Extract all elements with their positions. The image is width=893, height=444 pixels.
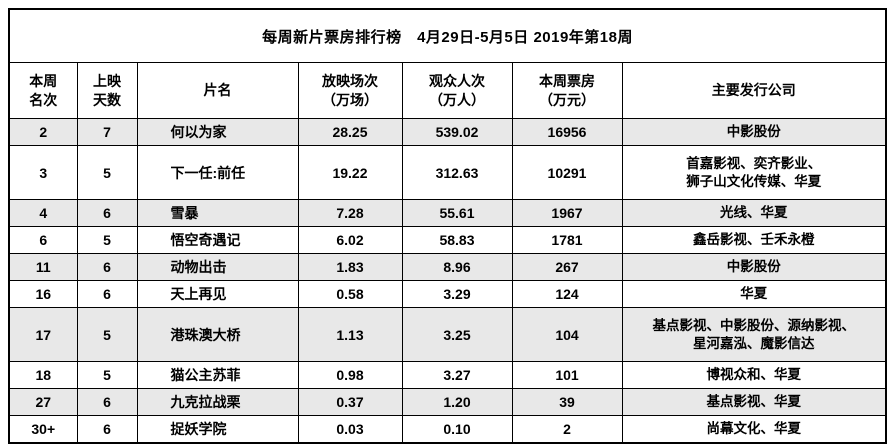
col-header-rank: 本周 名次 — [8, 62, 78, 119]
distributors-cell: 光线、华夏 — [621, 199, 887, 227]
table-row: 4 6 雪暴 7.28 55.61 1967 光线、华夏 — [8, 199, 887, 227]
boxoffice-cell: 16956 — [511, 118, 623, 146]
table-row: 30+ 6 捉妖学院 0.03 0.10 2 尚幕文化、华夏 — [8, 415, 887, 443]
col-header-film: 片名 — [136, 62, 299, 119]
screenings-cell: 0.98 — [297, 361, 403, 389]
col-header-distributors: 主要发行公司 — [621, 62, 887, 119]
audience-cell: 8.96 — [401, 253, 513, 281]
film-name-cell: 何以为家 — [136, 118, 299, 146]
film-name-cell: 捉妖学院 — [136, 415, 299, 443]
rank-cell: 27 — [8, 388, 78, 416]
boxoffice-cell: 10291 — [511, 145, 623, 200]
audience-cell: 1.20 — [401, 388, 513, 416]
film-name-cell: 下一任:前任 — [136, 145, 299, 200]
table-title: 每周新片票房排行榜 4月29日-5月5日 2019年第18周 — [8, 8, 887, 63]
film-name-cell: 雪暴 — [136, 199, 299, 227]
screenings-cell: 0.58 — [297, 280, 403, 308]
audience-cell: 539.02 — [401, 118, 513, 146]
boxoffice-cell: 124 — [511, 280, 623, 308]
film-name-cell: 九克拉战栗 — [136, 388, 299, 416]
title-row: 每周新片票房排行榜 4月29日-5月5日 2019年第18周 — [8, 8, 887, 63]
audience-cell: 312.63 — [401, 145, 513, 200]
distributors-cell: 基点影视、华夏 — [621, 388, 887, 416]
film-name-cell: 猫公主苏菲 — [136, 361, 299, 389]
days-cell: 6 — [76, 253, 138, 281]
table-row: 16 6 天上再见 0.58 3.29 124 华夏 — [8, 280, 887, 308]
rank-cell: 4 — [8, 199, 78, 227]
table-row: 3 5 下一任:前任 19.22 312.63 10291 首嘉影视、奕齐影业、 狮子山文化… — [8, 145, 887, 200]
screenings-cell: 1.83 — [297, 253, 403, 281]
screenings-cell: 6.02 — [297, 226, 403, 254]
film-name-cell: 天上再见 — [136, 280, 299, 308]
boxoffice-cell: 267 — [511, 253, 623, 281]
table-row: 11 6 动物出击 1.83 8.96 267 中影股份 — [8, 253, 887, 281]
screenings-cell: 7.28 — [297, 199, 403, 227]
film-name-cell: 动物出击 — [136, 253, 299, 281]
days-cell: 5 — [76, 361, 138, 389]
screenings-cell: 0.37 — [297, 388, 403, 416]
table-row: 17 5 港珠澳大桥 1.13 3.25 104 基点影视、中影股份、源纳影视、 星河嘉泓、… — [8, 307, 887, 362]
distributors-cell: 基点影视、中影股份、源纳影视、 星河嘉泓、魔影信达 — [621, 307, 887, 362]
screenings-cell: 0.03 — [297, 415, 403, 443]
distributors-cell: 华夏 — [621, 280, 887, 308]
col-header-screenings: 放映场次 （万场） — [297, 62, 403, 119]
days-cell: 6 — [76, 199, 138, 227]
screenings-cell: 19.22 — [297, 145, 403, 200]
boxoffice-cell: 39 — [511, 388, 623, 416]
days-cell: 6 — [76, 415, 138, 443]
screenings-cell: 1.13 — [297, 307, 403, 362]
table-row: 18 5 猫公主苏菲 0.98 3.27 101 博视众和、华夏 — [8, 361, 887, 389]
table-body: 2 7 何以为家 28.25 539.02 16956 中影股份 3 5 下一任:前任 19.22 3… — [8, 118, 887, 443]
boxoffice-sheet: 每周新片票房排行榜 4月29日-5月5日 2019年第18周 本周 名次 上映 … — [8, 8, 888, 444]
audience-cell: 3.27 — [401, 361, 513, 389]
audience-cell: 55.61 — [401, 199, 513, 227]
audience-cell: 58.83 — [401, 226, 513, 254]
screenings-cell: 28.25 — [297, 118, 403, 146]
rank-cell: 11 — [8, 253, 78, 281]
distributors-cell: 尚幕文化、华夏 — [621, 415, 887, 443]
rank-cell: 6 — [8, 226, 78, 254]
days-cell: 6 — [76, 388, 138, 416]
distributors-cell: 鑫岳影视、壬禾永橙 — [621, 226, 887, 254]
boxoffice-cell: 1967 — [511, 199, 623, 227]
col-header-boxoffice: 本周票房 （万元） — [511, 62, 623, 119]
audience-cell: 3.25 — [401, 307, 513, 362]
audience-cell: 0.10 — [401, 415, 513, 443]
days-cell: 7 — [76, 118, 138, 146]
film-name-cell: 港珠澳大桥 — [136, 307, 299, 362]
boxoffice-cell: 1781 — [511, 226, 623, 254]
table-row: 6 5 悟空奇遇记 6.02 58.83 1781 鑫岳影视、壬禾永橙 — [8, 226, 887, 254]
distributors-cell: 中影股份 — [621, 118, 887, 146]
rank-cell: 18 — [8, 361, 78, 389]
distributors-cell: 首嘉影视、奕齐影业、 狮子山文化传媒、华夏 — [621, 145, 887, 200]
days-cell: 5 — [76, 145, 138, 200]
distributors-cell: 博视众和、华夏 — [621, 361, 887, 389]
distributors-cell: 中影股份 — [621, 253, 887, 281]
days-cell: 5 — [76, 307, 138, 362]
col-header-days: 上映 天数 — [76, 62, 138, 119]
rank-cell: 30+ — [8, 415, 78, 443]
boxoffice-table: 每周新片票房排行榜 4月29日-5月5日 2019年第18周 本周 名次 上映 … — [8, 8, 888, 444]
col-header-audience: 观众人次 （万人） — [401, 62, 513, 119]
rank-cell: 16 — [8, 280, 78, 308]
rank-cell: 17 — [8, 307, 78, 362]
boxoffice-cell: 101 — [511, 361, 623, 389]
film-name-cell: 悟空奇遇记 — [136, 226, 299, 254]
audience-cell: 3.29 — [401, 280, 513, 308]
days-cell: 5 — [76, 226, 138, 254]
boxoffice-cell: 2 — [511, 415, 623, 443]
rank-cell: 3 — [8, 145, 78, 200]
rank-cell: 2 — [8, 118, 78, 146]
boxoffice-cell: 104 — [511, 307, 623, 362]
table-row: 27 6 九克拉战栗 0.37 1.20 39 基点影视、华夏 — [8, 388, 887, 416]
header-row: 本周 名次 上映 天数 片名 放映场次 （万场） 观众人次 （万人） 本周票房 … — [8, 62, 887, 119]
table-row: 2 7 何以为家 28.25 539.02 16956 中影股份 — [8, 118, 887, 146]
days-cell: 6 — [76, 280, 138, 308]
